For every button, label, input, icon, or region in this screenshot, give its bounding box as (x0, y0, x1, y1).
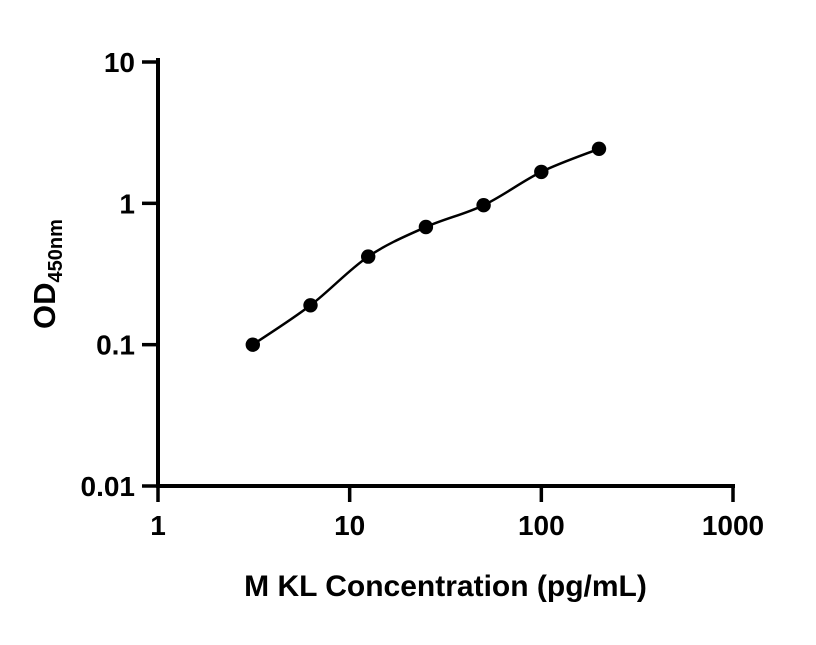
y-axis-title: OD450nm (27, 219, 67, 329)
data-point (245, 337, 260, 352)
x-tick-label: 1000 (702, 510, 764, 541)
data-point (534, 164, 549, 180)
y-tick-label: 10 (104, 47, 135, 78)
data-point (476, 198, 491, 213)
data-point (418, 219, 434, 235)
data-point (591, 141, 607, 156)
y-tick-label: 0.01 (81, 471, 136, 502)
x-tick-label: 10 (334, 510, 365, 541)
x-tick-label: 1 (150, 510, 166, 541)
x-axis-title: M KL Concentration (pg/mL) (244, 570, 647, 603)
fit-curve (252, 147, 600, 346)
x-tick-label: 100 (518, 510, 565, 541)
data-point (361, 249, 376, 264)
y-tick-label: 0.1 (96, 330, 135, 361)
data-point (303, 298, 318, 313)
y-tick-label: 1 (119, 188, 135, 219)
